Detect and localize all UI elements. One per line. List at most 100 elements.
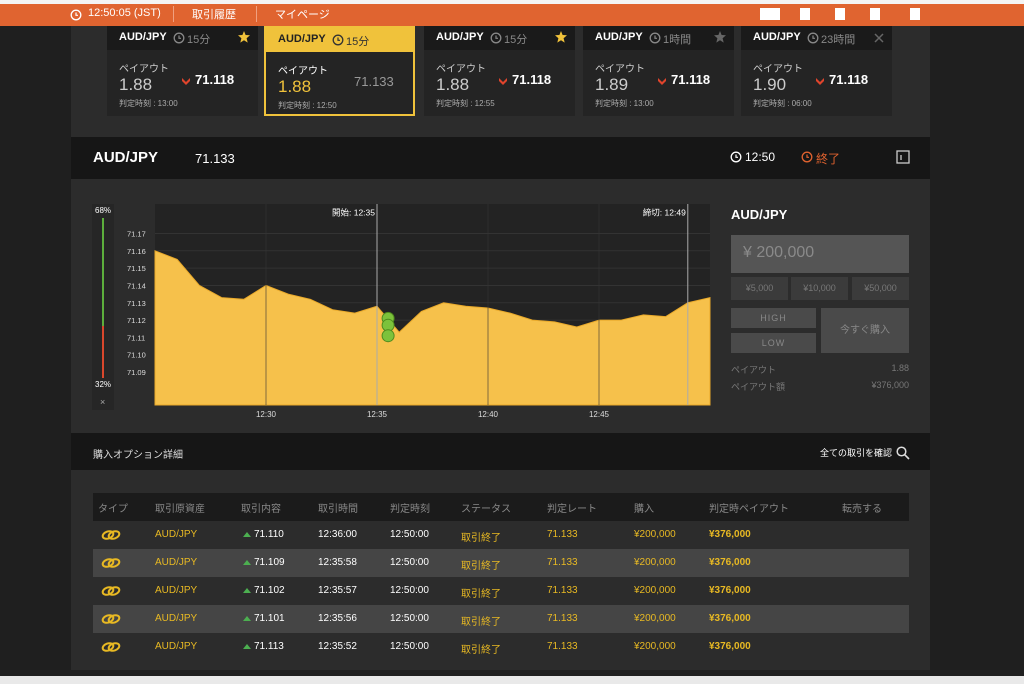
option-card[interactable]: AUD/JPY 23時間 ペイアウト 1.90 71.118 判定時刻 : 06:00 [741, 26, 892, 116]
payout-value: 1.90 [753, 75, 787, 94]
type-icon [101, 642, 121, 652]
card-duration: 15分 [187, 34, 211, 46]
quick-amount[interactable]: ¥10,000 [791, 277, 848, 300]
table-cell: 12:50:00 [390, 641, 429, 652]
redacted [870, 8, 880, 20]
table-cell: ¥200,000 [634, 529, 676, 540]
high-button[interactable]: HIGH [731, 308, 816, 328]
table-cell: ¥376,000 [709, 557, 751, 568]
column-header: 判定時ペイアウト [709, 504, 789, 515]
payout-label: ペイアウト [753, 64, 803, 75]
table-cell: 取引終了 [461, 533, 501, 544]
judge-time: 判定時刻 : 06:00 [753, 99, 812, 108]
asset-bar [71, 137, 930, 179]
payout-value: 1.88 [278, 77, 312, 96]
table-cell: AUD/JPY [155, 585, 198, 596]
table-cell: AUD/JPY [155, 613, 198, 624]
down-arrow [182, 78, 190, 85]
type-icon [101, 614, 121, 624]
table-cell: AUD/JPY [155, 529, 198, 540]
table-cell: 71.133 [547, 641, 578, 652]
table-cell: 12:50:00 [390, 557, 429, 568]
table-row [93, 521, 909, 549]
x-tick-label: 12:45 [589, 410, 610, 419]
sentiment-close[interactable]: × [100, 397, 106, 407]
table-cell: 取引終了 [461, 617, 501, 628]
redacted [760, 8, 780, 20]
table-cell: 71.110 [254, 529, 284, 540]
down-arrow [658, 78, 666, 85]
quick-amount[interactable]: ¥50,000 [852, 277, 909, 300]
close-icon [874, 33, 884, 43]
low-button[interactable]: LOW [731, 333, 816, 353]
price-chart: 71.09 71.10 71.11 71.12 71.13 71.14 71.15 71.16… [127, 204, 711, 419]
table-cell: 12:35:52 [318, 641, 357, 652]
y-tick-label: 71.14 [127, 281, 146, 290]
asset-time: 12:50 [745, 150, 776, 164]
nav-link[interactable]: 取引履歴 [192, 9, 236, 21]
table-cell: 取引終了 [461, 561, 501, 572]
table-cell: 取引終了 [461, 589, 501, 600]
clock-icon [649, 32, 661, 44]
table-cell: 12:35:56 [318, 613, 357, 624]
clock-icon [807, 32, 819, 44]
column-header: 取引内容 [241, 504, 281, 515]
clock-icon [332, 34, 344, 46]
table-cell: ¥376,000 [709, 613, 751, 624]
amount-input[interactable]: ¥ 200,000 [731, 235, 909, 273]
down-arrow [499, 78, 507, 85]
quick-amount[interactable]: ¥5,000 [731, 277, 788, 300]
payout-label: ペイアウト [595, 64, 645, 75]
table-cell: AUD/JPY [155, 557, 198, 568]
order-pair: AUD/JPY [731, 207, 788, 222]
type-icon [101, 586, 121, 596]
redacted [910, 8, 920, 20]
details-title: 購入オプション詳細 [93, 450, 183, 461]
price-area [154, 250, 711, 406]
star-icon [555, 31, 567, 43]
direction-icon [243, 616, 251, 621]
table-cell: 71.133 [547, 529, 578, 540]
clock-icon [730, 151, 742, 163]
card-rate: 71.118 [829, 72, 869, 87]
buy-now-button[interactable]: 今すぐ購入 [821, 308, 909, 353]
table-cell: 71.102 [254, 585, 285, 596]
table-cell: 71.133 [547, 557, 578, 568]
view-all[interactable]: 全ての取引を確認 [819, 448, 892, 458]
direction-icon [243, 560, 251, 565]
top-border [0, 0, 1024, 4]
table-row [93, 577, 909, 605]
direction-icon [243, 644, 251, 649]
card-header [424, 26, 575, 50]
table-cell: 12:50:00 [390, 585, 429, 596]
card-pair: AUD/JPY [595, 31, 643, 43]
payout-label: ペイアウト [436, 64, 486, 75]
low-share: 32% [95, 380, 112, 389]
high-line [102, 218, 104, 326]
nav-separator [173, 6, 174, 22]
card-rate: 71.118 [512, 72, 552, 87]
payout-value: 1.88 [436, 75, 470, 94]
judge-time: 判定時刻 : 13:00 [119, 99, 178, 108]
card-pair: AUD/JPY [278, 33, 326, 45]
y-tick-label: 71.10 [127, 351, 146, 360]
option-card[interactable]: AUD/JPY 15分 ペイアウト 1.88 71.118 判定時刻 : 12:55 [424, 26, 575, 116]
column-header: 判定時刻 [390, 504, 430, 515]
star-icon [714, 31, 726, 43]
payout-label: ペイアウト [119, 64, 169, 75]
asset-rate: 71.133 [195, 151, 235, 166]
option-card[interactable]: AUD/JPY 15分 ペイアウト 1.88 71.118 判定時刻 : 13:00 [107, 26, 258, 116]
table-cell: ¥376,000 [709, 641, 751, 652]
history-icon [801, 151, 813, 163]
table-cell: ¥200,000 [634, 641, 676, 652]
high-share: 68% [95, 206, 112, 215]
table-cell: 12:50:00 [390, 529, 429, 540]
y-tick-label: 71.09 [127, 368, 146, 377]
column-header: タイプ [98, 504, 128, 515]
option-card[interactable]: AUD/JPY 1時間 ペイアウト 1.89 71.118 判定時刻 : 13:00 [583, 26, 734, 116]
table-cell: 12:50:00 [390, 613, 429, 624]
option-card[interactable]: AUD/JPY 15分 ペイアウト 1.88 71.133 判定時刻 : 12:50 [264, 26, 415, 116]
nav-link[interactable]: マイページ [275, 9, 330, 21]
type-icon [101, 558, 121, 568]
x-tick-label: 12:30 [256, 410, 277, 419]
